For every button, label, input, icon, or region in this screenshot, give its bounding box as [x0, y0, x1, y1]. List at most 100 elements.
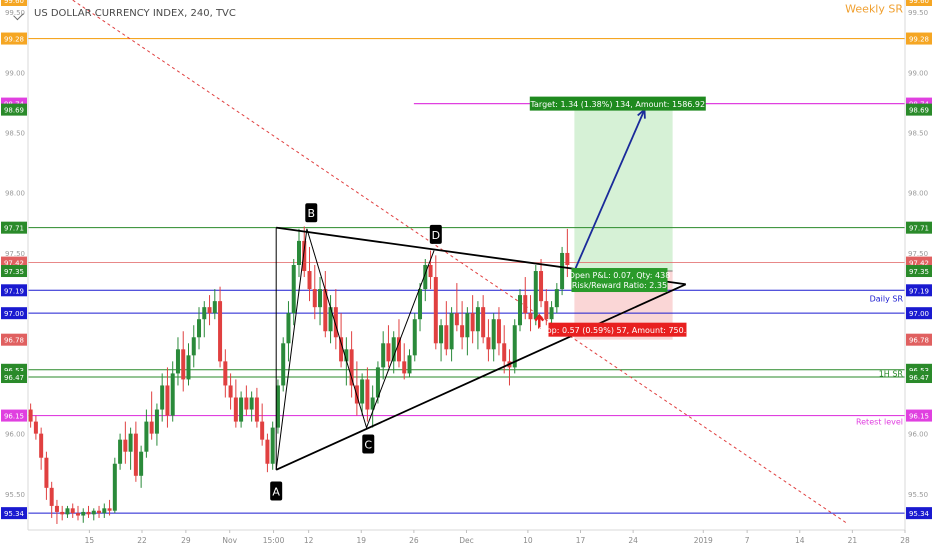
x-tick-label: 15: [85, 536, 95, 545]
price-tag-label-right: 96.53: [909, 367, 929, 375]
candle-body: [491, 319, 496, 350]
x-tick-label: 2019: [694, 536, 713, 545]
candle-body: [302, 240, 307, 272]
y-tick-label-right: 96.00: [908, 431, 928, 439]
y-tick-label-right: 99.00: [908, 69, 928, 77]
candle-body: [207, 307, 212, 314]
price-tag-label-left: 96.78: [4, 337, 24, 345]
price-tag-label-right: 97.71: [909, 225, 929, 233]
sr-label: 1H SR: [879, 369, 904, 378]
x-tick-label: 17: [576, 536, 586, 545]
candle-body: [339, 337, 344, 362]
sr-labels: Weekly SR Daily SR 1H SR Retest level: [845, 3, 903, 427]
x-tick-label: Dec: [459, 536, 474, 545]
candle-body: [349, 349, 354, 386]
diagonal-dashed-line: [71, 0, 849, 525]
trade-annotations: Target: 1.34 (1.38%) 134, Amount: 1586.9…: [529, 96, 706, 337]
point-badge: [305, 203, 318, 223]
candle-body: [118, 439, 123, 464]
price-tag-label-right: 99.60: [909, 0, 929, 5]
candle-body: [291, 265, 296, 314]
profit-zone: [574, 109, 673, 272]
price-tag-left: [1, 0, 27, 6]
y-tick-label-right: 99.50: [908, 9, 928, 17]
price-tag-left: [1, 333, 27, 346]
price-tag-label-right: 97.00: [909, 310, 929, 318]
candle-body: [565, 252, 570, 265]
price-tag-left: [1, 103, 27, 116]
price-tag-left: [1, 409, 27, 422]
target-label-box: [529, 96, 706, 111]
x-tick-label: 12: [304, 536, 314, 545]
candle-body: [533, 271, 538, 320]
candle-body: [312, 289, 317, 308]
point-badge: [270, 481, 283, 501]
candle-body: [175, 349, 180, 374]
candle-body: [512, 325, 517, 368]
candle-body: [333, 307, 338, 338]
price-tag-label-right: 97.42: [909, 260, 929, 268]
candle-body: [428, 265, 433, 278]
candle-body: [465, 313, 470, 338]
price-tag-left: [1, 307, 27, 320]
candle-body: [523, 295, 528, 314]
candle-body: [381, 343, 386, 368]
candle-body: [307, 271, 312, 290]
candle-body: [418, 289, 423, 320]
point-badge: [362, 434, 375, 454]
candle-body: [154, 409, 159, 434]
candle-body: [375, 367, 380, 398]
target-label-text: Target: 1.34 (1.38%) 134, Amount: 1586.9…: [529, 100, 705, 109]
y-tick-label-right: 98.50: [908, 130, 928, 138]
x-tick-label: 7: [745, 536, 750, 545]
candle-body: [439, 325, 444, 344]
candle-body: [28, 409, 33, 422]
candle-body: [60, 511, 65, 515]
candle-body: [65, 508, 70, 515]
candle-body: [481, 307, 486, 338]
y-tick-label-left: 96.00: [5, 431, 25, 439]
candle-body: [49, 487, 54, 506]
candle-body: [160, 385, 165, 410]
x-tick-label: 29: [181, 536, 191, 545]
candle-body: [449, 313, 454, 350]
candle-body: [286, 313, 291, 344]
candle-body: [165, 385, 170, 416]
price-tag-right: [906, 507, 932, 520]
candle-body: [275, 385, 280, 428]
candle-body: [544, 301, 549, 320]
price-tag-label-left: 96.53: [4, 367, 24, 375]
candle-body: [370, 397, 375, 410]
candle-body: [296, 240, 301, 265]
pattern-points: A B C D: [270, 203, 442, 501]
price-tag-right: [906, 103, 932, 116]
price-tag-right: [906, 307, 932, 320]
candle-body: [402, 361, 407, 374]
price-tag-label-right: 97.19: [909, 287, 929, 295]
candle-body: [344, 349, 349, 362]
price-tag-left: [1, 221, 27, 234]
y-tick-label-right: 97.50: [908, 250, 928, 258]
stop-label-text: Stop: 0.57 (0.59%) 57, Amount: 750.34: [539, 326, 697, 335]
x-tick-label: 14: [795, 536, 805, 545]
candle-body: [502, 343, 507, 362]
y-tick-label-left: 98.00: [5, 190, 25, 198]
open-pnl-text: Open P&L: 0.07, Qty: 438: [569, 271, 671, 280]
point-label: A: [272, 485, 280, 498]
candle-body: [496, 319, 501, 344]
candle-body: [97, 510, 102, 514]
price-tag-right: [906, 32, 932, 45]
candle-body: [44, 457, 49, 488]
point-label: C: [364, 438, 372, 451]
candle-body: [454, 313, 459, 326]
x-tick-label: 22: [137, 536, 147, 545]
candle-body: [81, 511, 86, 516]
point-label: D: [432, 229, 440, 242]
candle-body: [470, 313, 475, 332]
triangle-lower-line: [275, 283, 687, 471]
candle-body: [517, 295, 522, 326]
price-tag-label-right: 97.35: [909, 268, 929, 276]
price-tag-label-right: 99.28: [909, 36, 929, 44]
diagonal-trendline: [71, 0, 849, 525]
